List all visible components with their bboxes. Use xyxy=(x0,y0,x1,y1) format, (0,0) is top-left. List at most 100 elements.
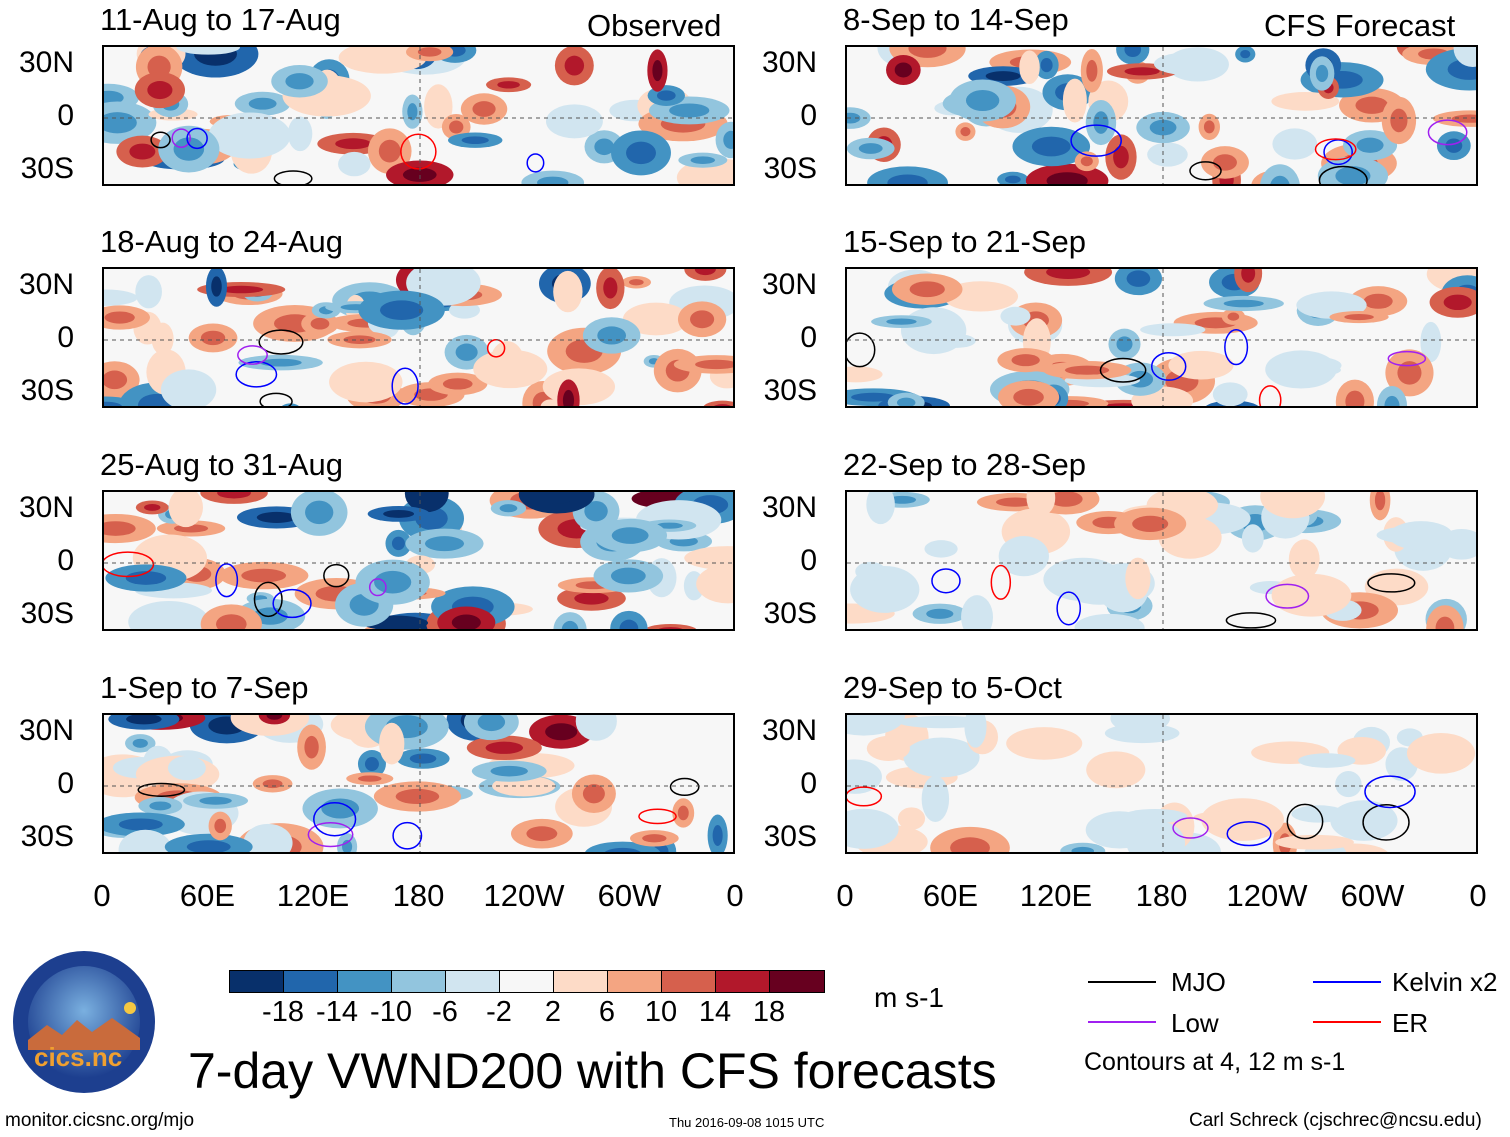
wind-anomaly-core xyxy=(1344,314,1374,321)
lat-tick-label: 30S xyxy=(763,597,817,630)
colorbar-label: 18 xyxy=(752,996,786,1028)
wind-anomaly-core xyxy=(256,511,297,523)
wind-anomaly-core xyxy=(186,840,231,852)
figure-title: 7-day VWND200 with CFS forecasts xyxy=(188,1043,997,1099)
wind-anomaly-core xyxy=(1270,175,1290,184)
wind-anomaly-blob xyxy=(1153,52,1225,76)
lon-tick-label: 120W xyxy=(483,878,565,913)
wind-anomaly-core xyxy=(545,723,578,741)
wind-anomaly-core xyxy=(908,47,947,58)
wind-anomaly-blob xyxy=(696,564,733,604)
wind-anomaly-core xyxy=(402,167,437,182)
wind-anomaly-blob xyxy=(703,400,733,406)
wind-anomaly-core xyxy=(965,89,1000,112)
lat-tick-label: 30N xyxy=(18,46,74,79)
wind-anomaly-core xyxy=(499,504,518,513)
wind-anomaly-core xyxy=(285,73,314,90)
lat-tick-label: 0 xyxy=(800,767,817,800)
contour-line xyxy=(400,133,437,170)
wind-anomaly-core xyxy=(216,614,247,629)
contour-line xyxy=(931,568,961,594)
footer-url[interactable]: monitor.cicsnc.org/mjo xyxy=(5,1110,195,1131)
contour-line xyxy=(1427,119,1468,146)
contour-line xyxy=(150,131,171,149)
wind-anomaly-core xyxy=(1132,515,1169,532)
lat-tick-label: 30S xyxy=(763,374,817,407)
contour-line xyxy=(1070,124,1122,157)
legend-er-line xyxy=(1313,1021,1381,1023)
wind-anomaly-core xyxy=(677,805,689,821)
wind-anomaly-core xyxy=(461,136,489,145)
wind-anomaly-blob xyxy=(104,289,138,306)
wind-anomaly-core xyxy=(1071,846,1095,852)
lon-tick-label: 0 xyxy=(1469,878,1487,913)
lat-tick-label: 0 xyxy=(57,321,74,354)
lon-tick-label: 0 xyxy=(726,878,744,913)
wind-anomaly-core xyxy=(1390,108,1408,133)
wind-anomaly-blob xyxy=(1241,524,1264,553)
contour-line xyxy=(1099,357,1147,383)
wind-anomaly-core xyxy=(656,90,676,101)
lat-tick-label: 30N xyxy=(18,491,74,524)
colorbar-label: -2 xyxy=(486,996,512,1028)
panel-title: 25-Aug to 31-Aug xyxy=(100,447,344,482)
wind-anomaly-core xyxy=(626,141,656,165)
wind-anomaly-core xyxy=(214,818,227,834)
wind-anomaly-core xyxy=(378,139,401,163)
wind-anomaly-core xyxy=(147,81,173,100)
lat-tick-label: 30N xyxy=(761,714,817,747)
wind-anomaly-core xyxy=(652,59,663,82)
wind-anomaly-core xyxy=(310,317,330,330)
wind-anomaly-blob xyxy=(540,399,561,406)
wind-anomaly-core xyxy=(383,509,415,518)
colorbar-swatch xyxy=(338,971,392,992)
legend-low-line xyxy=(1088,1021,1156,1023)
wind-anomaly-core xyxy=(960,127,971,137)
wind-anomaly-core xyxy=(1040,57,1053,73)
lon-tick-label: 0 xyxy=(836,878,854,913)
wind-anomaly-core xyxy=(1064,365,1110,375)
map-panel xyxy=(845,267,1478,408)
lat-tick-label: 30S xyxy=(763,820,817,853)
wind-anomaly-core xyxy=(888,495,917,504)
wind-anomaly-core xyxy=(129,143,156,160)
wind-anomaly-blob xyxy=(1453,47,1476,67)
wind-anomaly-core xyxy=(858,143,883,154)
wind-anomaly-core xyxy=(442,378,473,390)
wind-anomaly-blob xyxy=(903,737,980,778)
contour-line xyxy=(237,345,268,365)
contour-line xyxy=(258,329,304,355)
lat-tick-label: 30N xyxy=(761,491,817,524)
wind-anomaly-core xyxy=(104,311,135,324)
wind-anomaly-blob xyxy=(847,366,883,383)
lat-tick-label: 0 xyxy=(57,544,74,577)
contour-line xyxy=(1367,573,1416,593)
wind-anomaly-core xyxy=(628,279,644,286)
wind-anomaly-core xyxy=(104,370,128,390)
lon-tick-label: 120W xyxy=(1226,878,1308,913)
colorbar-label: -6 xyxy=(432,996,458,1028)
wind-anomaly-core xyxy=(451,614,481,629)
wind-anomaly-core xyxy=(374,570,412,594)
panel-title: 18-Aug to 24-Aug xyxy=(100,224,344,259)
wind-anomaly-blob xyxy=(1260,164,1300,184)
wind-anomaly-core xyxy=(1443,294,1472,311)
wind-anomaly-core xyxy=(694,269,716,276)
wind-anomaly-core xyxy=(485,741,524,754)
contour-line xyxy=(368,578,387,597)
lon-tick-label: 120E xyxy=(276,878,350,913)
wind-anomaly-core xyxy=(104,521,136,536)
wind-anomaly-core xyxy=(343,335,376,344)
panel-title: 8-Sep to 14-Sep xyxy=(843,2,1069,37)
wind-anomaly-core xyxy=(364,757,379,771)
colorbar-label: -10 xyxy=(370,996,412,1028)
wind-anomaly-core xyxy=(562,389,575,406)
map-panel xyxy=(845,713,1478,854)
contour-line xyxy=(1225,612,1277,629)
wind-anomaly-core xyxy=(1011,354,1040,367)
lat-tick-label: 0 xyxy=(57,767,74,800)
contour-line xyxy=(1387,350,1427,367)
wind-anomaly-core xyxy=(358,775,382,782)
wind-anomaly-blob xyxy=(1006,727,1083,760)
